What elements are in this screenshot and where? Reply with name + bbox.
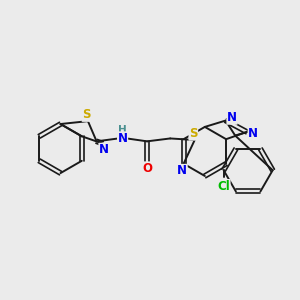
Text: N: N	[177, 164, 187, 177]
Text: H: H	[118, 125, 127, 135]
Text: Cl: Cl	[217, 180, 230, 193]
Text: S: S	[189, 127, 198, 140]
Text: N: N	[118, 132, 128, 145]
Text: S: S	[82, 108, 91, 121]
Text: N: N	[248, 127, 258, 140]
Text: N: N	[99, 143, 109, 156]
Text: O: O	[142, 162, 152, 175]
Text: N: N	[227, 111, 237, 124]
